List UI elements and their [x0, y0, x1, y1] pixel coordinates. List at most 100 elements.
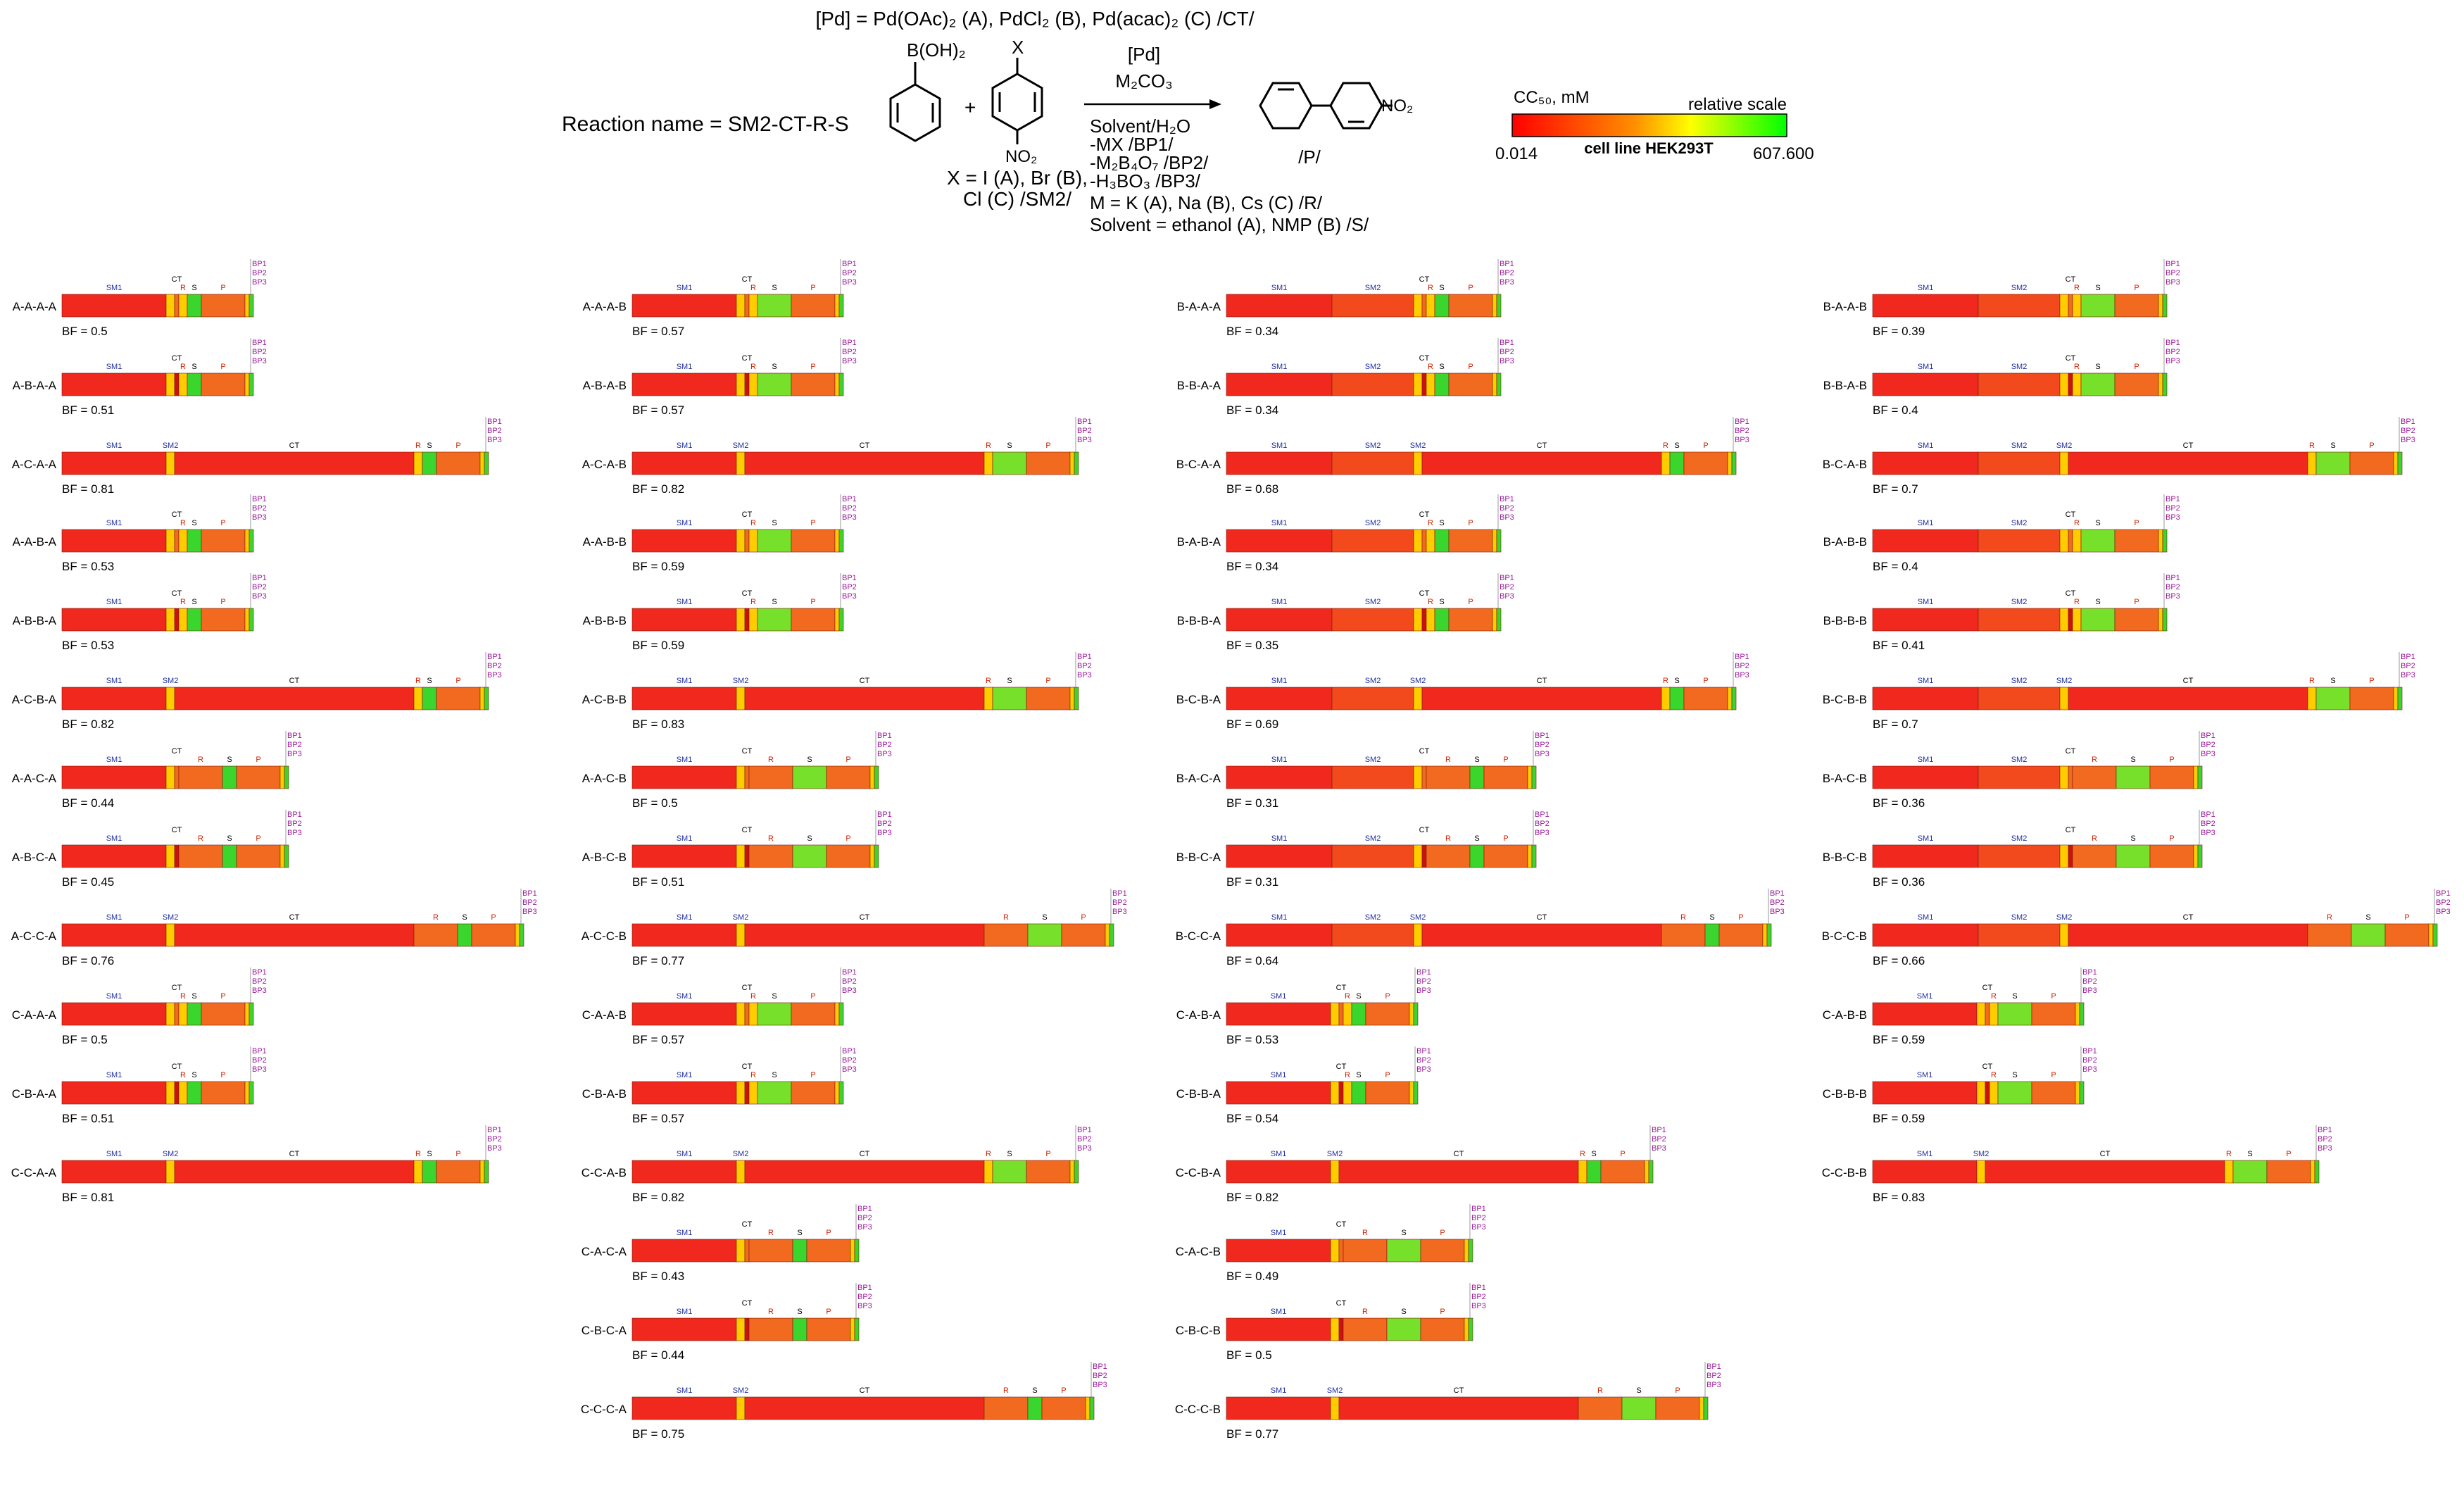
segment-label: CT — [1419, 826, 1430, 834]
segment-label: SM2 — [1327, 1386, 1343, 1395]
route-segment — [174, 451, 415, 475]
segment-label: CT — [172, 511, 182, 519]
segment-label: P — [2404, 913, 2409, 922]
segment-label: SM1 — [1271, 1229, 1287, 1237]
route-segment — [2068, 372, 2073, 396]
route-segment — [1985, 1002, 1990, 1026]
route-segment — [736, 294, 746, 318]
route-bf-value: BF = 0.53 — [62, 560, 114, 573]
route-segment — [174, 923, 415, 947]
route-segment — [2197, 765, 2203, 789]
route-segment — [792, 1317, 807, 1341]
segment-label: SM1 — [1271, 284, 1288, 292]
bp-label: BP3 — [1500, 278, 1514, 287]
segment-label: P — [2369, 677, 2374, 685]
segment-label: S — [1401, 1308, 1406, 1316]
route-segment — [244, 608, 250, 632]
route-segment — [748, 1239, 793, 1263]
route-bf-value: BF = 0.57 — [632, 403, 684, 417]
segment-label: R — [198, 834, 203, 843]
route-segment — [1421, 451, 1662, 475]
route-segment — [1978, 372, 2061, 396]
route-segment — [1727, 451, 1733, 475]
segment-label: R — [1991, 1071, 1997, 1079]
route-segment — [1226, 294, 1333, 318]
route-bf-value: BF = 0.68 — [1226, 482, 1278, 496]
bp-label: BP1 — [522, 889, 537, 898]
bp-label: BP3 — [287, 829, 302, 837]
route-segment — [1226, 372, 1333, 396]
bp-label: BP1 — [1112, 889, 1127, 898]
bp-label: BP2 — [1077, 662, 1092, 670]
bp-label: BP2 — [842, 269, 857, 277]
route-segment — [1386, 1239, 1421, 1263]
route-segment — [2162, 372, 2168, 396]
route-segment — [1978, 529, 2061, 553]
route-name: B-A-A-B — [1823, 300, 1867, 313]
route-segment — [1496, 294, 1502, 318]
segment-label: CT — [2183, 913, 2194, 922]
bp-label: BP2 — [1112, 898, 1127, 907]
segment-label: CT — [1336, 1220, 1347, 1229]
segment-label: SM2 — [2011, 441, 2028, 450]
route-segment — [874, 765, 879, 789]
route-segment — [1527, 844, 1533, 868]
route-segment — [854, 1317, 860, 1341]
bp-label: BP1 — [1416, 968, 1431, 977]
route-segment — [174, 608, 180, 632]
bp-label: BP3 — [252, 278, 267, 287]
segment-label: P — [1440, 1229, 1445, 1237]
segment-label: SM1 — [677, 1150, 693, 1158]
segment-label: P — [1675, 1386, 1680, 1395]
segment-label: SM2 — [1365, 913, 1381, 922]
route-segment — [61, 923, 167, 947]
segment-label: CT — [2066, 511, 2076, 519]
route-segment — [249, 294, 254, 318]
segment-label: SM2 — [1365, 677, 1381, 685]
segment-label: SM1 — [1271, 1308, 1287, 1316]
segment-label: R — [2226, 1150, 2232, 1158]
segment-label: R — [180, 1071, 186, 1079]
route-name: B-A-B-A — [1177, 535, 1221, 549]
route-segment — [1074, 1160, 1079, 1184]
route-segment — [1496, 608, 1502, 632]
bp-label: BP1 — [1735, 653, 1749, 661]
segment-label: SM1 — [677, 519, 693, 527]
route-segment — [1331, 687, 1414, 710]
route-segment — [736, 844, 746, 868]
segment-label: SM1 — [677, 284, 693, 292]
segment-label: SM1 — [1918, 284, 1934, 292]
segment-label: SM1 — [677, 1308, 693, 1316]
bp-label: BP2 — [2401, 662, 2415, 670]
route-segment — [1978, 844, 2061, 868]
bp-label: BP2 — [842, 977, 857, 986]
route-segment — [1421, 687, 1662, 710]
route-segment — [2114, 372, 2159, 396]
route-segment — [854, 1239, 860, 1263]
route-segment — [1872, 451, 1979, 475]
sm2-caption-line1: X = I (A), Br (B), — [947, 167, 1088, 189]
segment-label: SM1 — [677, 363, 693, 371]
segment-label: P — [1468, 519, 1473, 527]
route-segment — [2075, 1002, 2080, 1026]
segment-label: R — [2074, 519, 2080, 527]
route-segment — [631, 765, 737, 789]
route-segment — [471, 923, 516, 947]
route-segment — [744, 451, 985, 475]
segment-label: S — [2095, 519, 2100, 527]
route-segment — [757, 372, 792, 396]
route-segment — [1531, 844, 1537, 868]
segment-label: CT — [742, 511, 753, 519]
route-segment — [1578, 1396, 1623, 1420]
segment-label: CT — [1537, 913, 1547, 922]
route-segment — [1226, 1317, 1331, 1341]
bp-label: BP3 — [842, 986, 857, 995]
condition-bp3: -H₃BO₃ /BP3/ — [1090, 170, 1201, 192]
